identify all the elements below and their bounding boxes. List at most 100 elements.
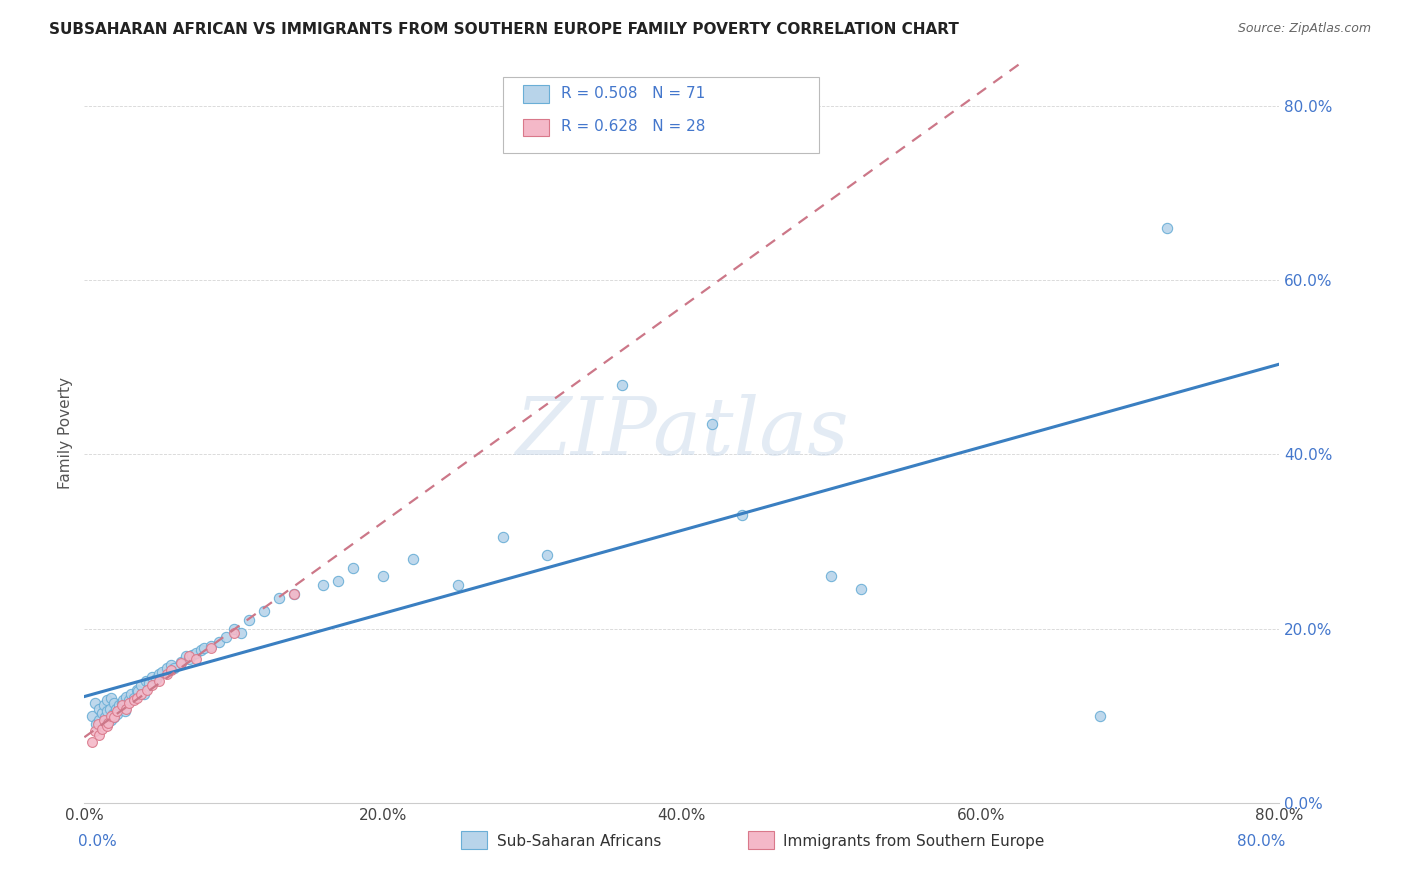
Point [98, 702, 121, 716]
Point [97, 715, 120, 730]
Point [160, 658, 183, 673]
Point [105, 704, 128, 718]
Point [103, 710, 125, 724]
Point [731, 508, 754, 523]
Point [80, 708, 103, 723]
Point [91, 722, 114, 736]
Point [186, 652, 208, 666]
Point [536, 548, 558, 562]
Point [111, 696, 134, 710]
Point [1156, 221, 1178, 235]
Point [96, 704, 118, 718]
Point [700, 417, 723, 431]
Point [238, 613, 260, 627]
Text: ZIPatlas: ZIPatlas [515, 394, 849, 471]
Point [612, 377, 634, 392]
Point [145, 672, 167, 686]
Point [135, 673, 157, 688]
Point [283, 587, 305, 601]
Point [129, 687, 152, 701]
Point [107, 698, 129, 713]
Point [89, 713, 111, 727]
Point [342, 560, 364, 574]
Point [87, 717, 110, 731]
Point [122, 693, 145, 707]
Point [328, 574, 350, 588]
Point [115, 702, 138, 716]
Point [222, 622, 245, 636]
Point [492, 530, 515, 544]
Point [190, 643, 212, 657]
Point [177, 652, 200, 666]
Point [231, 626, 253, 640]
Point [177, 649, 200, 664]
Point [89, 702, 111, 716]
Point [200, 639, 222, 653]
Text: R = 0.628   N = 28: R = 0.628 N = 28 [561, 120, 706, 135]
Point [111, 698, 134, 713]
Point [851, 582, 873, 597]
Text: Source: ZipAtlas.com: Source: ZipAtlas.com [1237, 22, 1371, 36]
Point [222, 626, 245, 640]
Point [83, 696, 105, 710]
Point [208, 634, 231, 648]
Point [103, 710, 125, 724]
Point [101, 706, 124, 721]
Point [112, 693, 135, 707]
Point [100, 708, 122, 723]
Point [253, 604, 276, 618]
Point [100, 713, 122, 727]
FancyBboxPatch shape [523, 119, 550, 136]
Point [96, 693, 118, 707]
Point [114, 704, 136, 718]
Point [129, 678, 152, 692]
Point [80, 735, 103, 749]
Point [125, 682, 148, 697]
Point [267, 591, 290, 606]
Point [93, 698, 115, 713]
Point [193, 640, 215, 655]
Text: 80.0%: 80.0% [1237, 834, 1285, 849]
Point [1090, 708, 1112, 723]
Point [181, 648, 204, 662]
Point [100, 691, 122, 706]
Point [141, 678, 163, 692]
FancyBboxPatch shape [461, 830, 486, 848]
FancyBboxPatch shape [503, 78, 820, 153]
FancyBboxPatch shape [523, 86, 550, 103]
Point [283, 587, 305, 601]
Point [91, 706, 114, 720]
Point [138, 675, 160, 690]
Point [132, 687, 156, 701]
Point [373, 569, 395, 583]
Point [96, 719, 118, 733]
Point [447, 578, 470, 592]
Point [93, 713, 115, 727]
Point [155, 661, 177, 675]
Point [120, 687, 142, 701]
Point [312, 578, 335, 592]
Text: Sub-Saharan Africans: Sub-Saharan Africans [496, 834, 661, 849]
Point [136, 682, 159, 697]
Point [186, 646, 208, 660]
Point [200, 640, 222, 655]
Point [122, 691, 145, 706]
Point [155, 666, 177, 681]
Y-axis label: Family Poverty: Family Poverty [58, 376, 73, 489]
Point [127, 684, 149, 698]
Point [150, 665, 173, 680]
FancyBboxPatch shape [748, 830, 773, 848]
Text: R = 0.508   N = 71: R = 0.508 N = 71 [561, 86, 706, 101]
Text: Immigrants from Southern Europe: Immigrants from Southern Europe [783, 834, 1045, 849]
Point [105, 706, 128, 721]
Point [94, 710, 117, 724]
Point [103, 696, 125, 710]
Point [170, 655, 193, 669]
Point [820, 569, 842, 583]
Point [83, 724, 105, 739]
Point [141, 669, 163, 683]
Point [402, 552, 425, 566]
Text: SUBSAHARAN AFRICAN VS IMMIGRANTS FROM SOUTHERN EUROPE FAMILY POVERTY CORRELATION: SUBSAHARAN AFRICAN VS IMMIGRANTS FROM SO… [49, 22, 959, 37]
Point [160, 664, 183, 678]
Point [86, 717, 108, 731]
